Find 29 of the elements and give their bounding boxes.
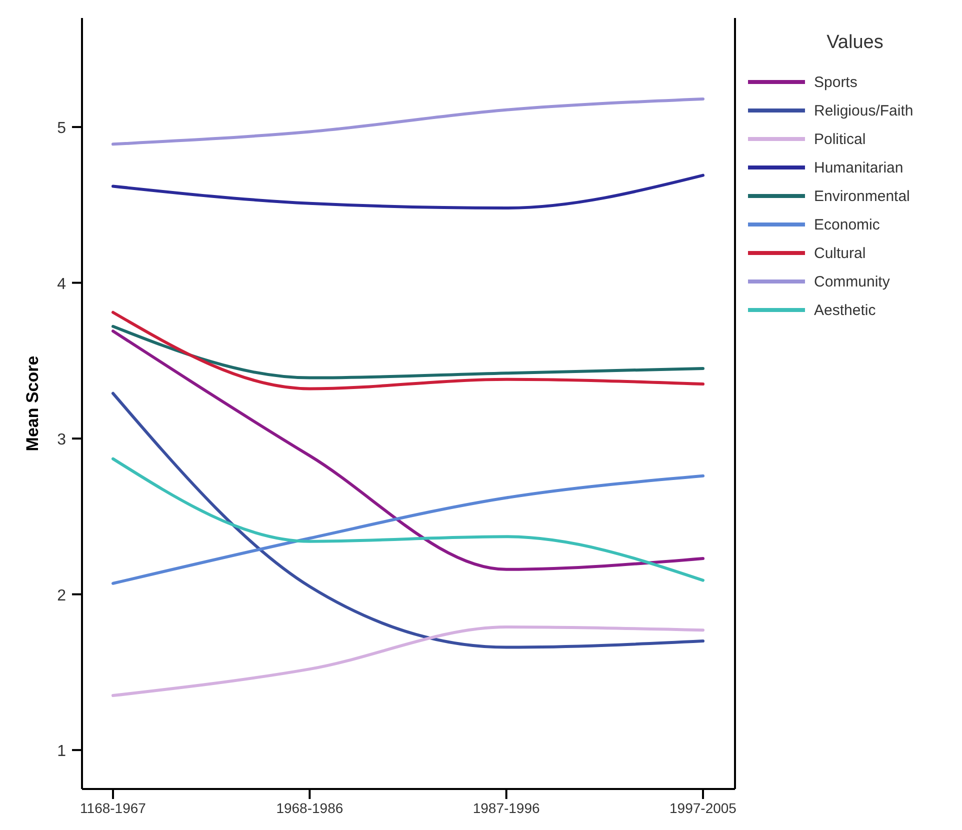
legend-label: Religious/Faith <box>814 102 914 120</box>
legend-label: Environmental <box>814 188 910 205</box>
legend-label: Humanitarian <box>814 160 904 176</box>
y-tick-label: 1 <box>57 743 66 760</box>
legend-label: Community <box>814 274 890 290</box>
y-axis-title: Mean Score <box>23 356 42 452</box>
legend-label: Economic <box>814 216 880 234</box>
line-series <box>112 626 704 698</box>
line-series <box>112 97 704 146</box>
line-series <box>112 457 704 582</box>
line-series <box>112 174 704 210</box>
line-series <box>112 392 704 649</box>
x-tick-label: 1997-2005 <box>670 800 737 816</box>
line-series <box>112 330 704 571</box>
line-series <box>112 324 704 380</box>
line-series <box>112 474 704 585</box>
legend-label: Sports <box>814 74 858 91</box>
y-tick-label: 4 <box>57 276 66 293</box>
x-tick-label: 1987-1996 <box>472 800 540 816</box>
legend-title: Values <box>826 32 884 53</box>
x-tick-label: 1968-1986 <box>276 800 344 816</box>
legend-label: Cultural <box>814 245 866 262</box>
legend-label: Political <box>814 131 866 148</box>
legend-label: Aesthetic <box>814 302 876 319</box>
line-series <box>112 310 704 390</box>
y-tick-label: 2 <box>57 587 66 604</box>
x-tick-label: 1168-1967 <box>80 800 146 816</box>
y-tick-label: 3 <box>57 432 66 449</box>
y-tick-label: 5 <box>57 120 66 138</box>
